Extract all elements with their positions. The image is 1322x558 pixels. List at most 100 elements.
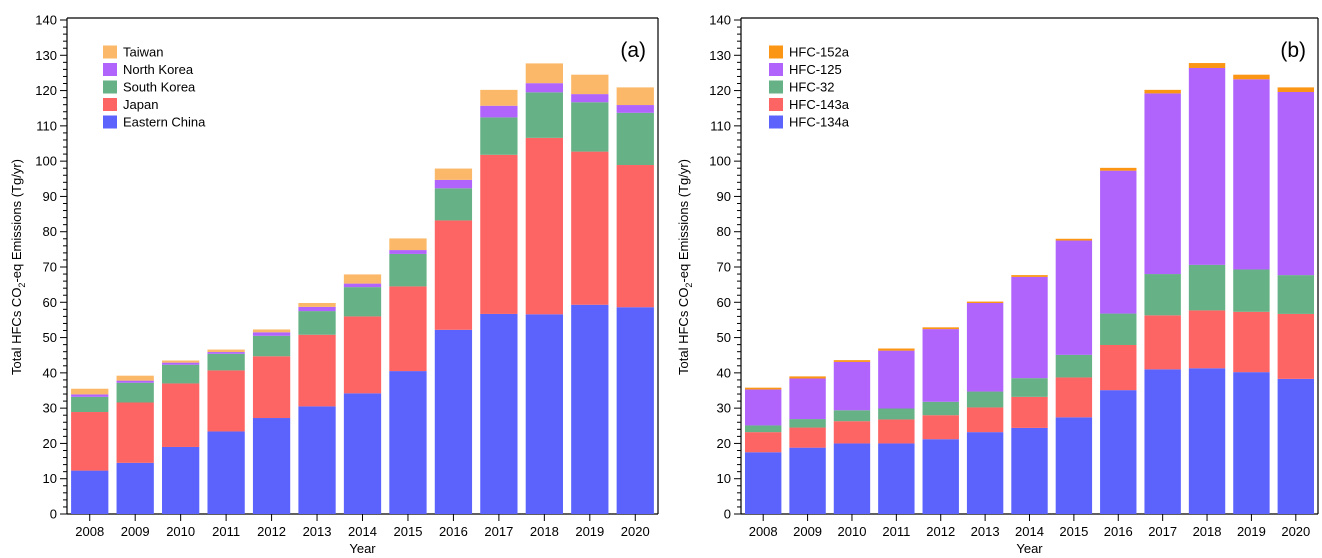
x-tick-label: 2008	[75, 524, 104, 539]
y-axis-title: Total HFCs CO2-eq Emissions (Tg/yr)	[9, 159, 27, 375]
x-tick-label: 2013	[971, 524, 1000, 539]
bar-segment-hfc-125-2015	[1055, 240, 1093, 355]
x-tick-label: 2012	[926, 524, 955, 539]
y-tick-label: 120	[709, 83, 731, 98]
bar-segment-hfc-152a-2008	[744, 387, 782, 390]
x-tick-label: 2012	[257, 524, 286, 539]
bar-segment-hfc-143a-2011	[878, 419, 915, 444]
bar-segment-eastern-china-2020	[616, 307, 654, 514]
y-tick-label: 130	[709, 48, 731, 63]
x-tick-label: 2014	[1015, 524, 1044, 539]
bar-segment-hfc-143a-2019	[1233, 311, 1270, 373]
bar-segment-north-korea-2016	[434, 179, 473, 189]
legend-swatch-eastern-china	[103, 115, 117, 129]
x-tick-label: 2015	[394, 524, 423, 539]
bar-segment-taiwan-2015	[389, 238, 427, 251]
bar-segment-taiwan-2009	[116, 375, 154, 381]
bar-segment-japan-2009	[116, 402, 154, 463]
legend-label-hfc-134a: HFC-134a	[789, 115, 850, 130]
bar-segment-hfc-134a-2020	[1277, 378, 1315, 514]
y-tick-label: 20	[43, 436, 57, 451]
bar-segment-japan-2008	[71, 412, 109, 471]
bar-segment-japan-2019	[571, 151, 609, 305]
bar-segment-hfc-134a-2008	[744, 452, 782, 514]
bar-segment-south-korea-2014	[343, 287, 382, 317]
y-tick-label: 50	[43, 330, 57, 345]
y-tick-label: 140	[35, 13, 57, 28]
bar-segment-hfc-152a-2012	[922, 327, 959, 330]
legend-swatch-south-korea	[103, 80, 117, 94]
bar-segment-hfc-125-2012	[922, 329, 959, 402]
bar-segment-hfc-152a-2014	[1011, 275, 1048, 277]
bar-segment-hfc-32-2008	[744, 425, 782, 433]
y-tick-label: 80	[717, 224, 731, 239]
bar-segment-hfc-143a-2020	[1277, 313, 1315, 379]
y-tick-label: 40	[717, 365, 731, 380]
y-tick-label: 20	[717, 436, 731, 451]
bar-segment-hfc-125-2011	[878, 350, 915, 409]
x-tick-label: 2020	[621, 524, 650, 539]
bar-segment-taiwan-2008	[71, 388, 109, 395]
x-tick-label: 2018	[1193, 524, 1222, 539]
bar-segment-eastern-china-2008	[71, 470, 109, 514]
x-tick-label: 2017	[1148, 524, 1177, 539]
legend-swatch-taiwan	[103, 45, 117, 59]
bar-segment-taiwan-2012	[252, 329, 291, 333]
bar-segment-south-korea-2013	[298, 311, 336, 335]
y-tick-label: 30	[43, 401, 57, 416]
bar-segment-taiwan-2019	[571, 74, 609, 95]
bar-segment-hfc-32-2014	[1011, 378, 1048, 397]
legend: HFC-152a HFC-125 HFC-32 HFC-143a HFC-134a	[769, 45, 850, 130]
bar-segment-south-korea-2019	[571, 102, 609, 152]
x-tick-label: 2020	[1281, 524, 1310, 539]
bar-segment-north-korea-2011	[207, 352, 245, 354]
x-axis-title: Year	[349, 541, 376, 556]
y-tick-label: 50	[717, 330, 731, 345]
bar-segment-taiwan-2018	[525, 63, 563, 84]
x-tick-label: 2011	[882, 524, 910, 539]
bar-segment-japan-2012	[252, 356, 291, 419]
bar-segment-hfc-32-2018	[1188, 264, 1226, 311]
bar-segment-south-korea-2018	[525, 92, 563, 138]
bar-segment-taiwan-2017	[480, 89, 518, 106]
bar-segment-eastern-china-2012	[252, 418, 291, 514]
y-tick-label: 30	[717, 401, 731, 416]
legend-label-hfc-125: HFC-125	[789, 62, 842, 77]
bar-segment-north-korea-2014	[343, 283, 382, 288]
legend-label-south-korea: South Korea	[123, 80, 196, 95]
bar-segment-hfc-125-2014	[1011, 276, 1048, 379]
bar-segment-hfc-32-2011	[878, 408, 915, 420]
legend-label-hfc-152a: HFC-152a	[789, 45, 850, 60]
bar-segment-south-korea-2011	[207, 353, 245, 371]
bar-segment-eastern-china-2015	[389, 371, 427, 514]
legend-swatch-hfc-134a	[769, 115, 783, 129]
bar-segment-hfc-134a-2012	[922, 439, 959, 514]
bar-segment-hfc-134a-2010	[833, 443, 871, 514]
axes: 0 10 20 30 40 50 60 70 80 90 100 110 120 130 140 2008 20…	[35, 13, 659, 539]
x-tick-label: 2017	[484, 524, 513, 539]
bar-segment-eastern-china-2011	[207, 431, 245, 514]
bar-segment-hfc-134a-2014	[1011, 427, 1048, 514]
bar-segment-japan-2010	[162, 383, 200, 447]
legend-swatch-hfc-143a	[769, 98, 783, 111]
bar-segment-hfc-152a-2018	[1188, 63, 1226, 68]
bar-segment-taiwan-2020	[616, 87, 654, 106]
bar-segment-hfc-32-2012	[922, 401, 959, 416]
y-tick-label: 100	[35, 154, 57, 169]
bar-segment-hfc-152a-2013	[966, 301, 1004, 303]
y-tick-label: 10	[43, 471, 57, 486]
bar-segment-north-korea-2015	[389, 250, 427, 254]
chart-panel-b: 0 10 20 30 40 50 60 70 80 90 100 110 120 130 140 2008 20…	[676, 13, 1319, 556]
x-tick-label: 2008	[749, 524, 778, 539]
bar-segment-hfc-152a-2015	[1055, 238, 1093, 241]
legend-label-eastern-china: Eastern China	[123, 115, 206, 130]
legend-label-japan: Japan	[123, 97, 158, 112]
bar-segment-hfc-143a-2010	[833, 421, 871, 444]
y-tick-label: 110	[710, 118, 731, 133]
bar-segment-south-korea-2012	[252, 335, 291, 357]
panel-label: (a)	[620, 39, 646, 62]
bar-segment-south-korea-2015	[389, 253, 427, 287]
bar-segment-japan-2020	[616, 165, 654, 308]
bar-segment-japan-2013	[298, 334, 336, 407]
